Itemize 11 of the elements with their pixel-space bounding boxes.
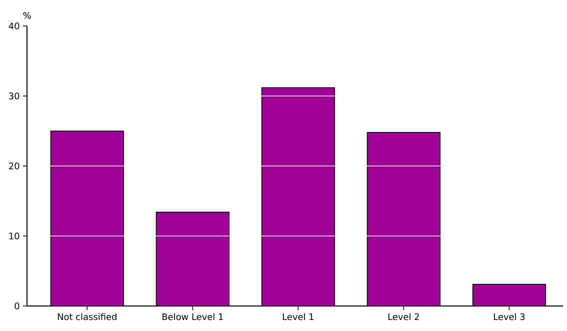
y-tick-label: 10	[9, 232, 20, 240]
y-axis-title: %	[23, 12, 31, 19]
y-tick-label: 0	[14, 302, 20, 310]
x-tick-label: Not classified	[58, 313, 116, 320]
x-tick-label: Level 3	[494, 313, 525, 320]
x-tick-label: Below Level 1	[162, 313, 223, 320]
x-tick-label: Level 2	[388, 313, 419, 320]
y-tick-label: 30	[9, 92, 20, 100]
x-tick-label: Level 1	[282, 313, 314, 320]
y-tick-label: 20	[9, 162, 20, 170]
y-tick-label: 40	[8, 22, 20, 30]
